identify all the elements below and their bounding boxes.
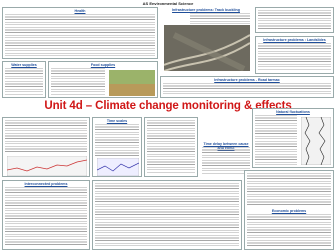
header-title: AS Environmental Science (142, 1, 194, 6)
section-heading: Interconnected problems (24, 181, 68, 186)
section: Water supplies (2, 61, 46, 98)
temperature-graph (7, 156, 87, 176)
section (144, 117, 198, 177)
body-text (255, 115, 297, 165)
body-text (147, 120, 195, 174)
body-text (247, 173, 331, 205)
section: Time delay between cause and effect (200, 141, 252, 177)
body-text (202, 147, 250, 175)
section: Economic problems (244, 170, 334, 250)
section: Infrastructure problems : Landslides (255, 36, 334, 74)
section (92, 180, 242, 250)
section: Health (2, 7, 158, 59)
section: Food supplies (48, 61, 158, 98)
body-text (5, 187, 87, 247)
section-heading: Natural fluctuations (276, 109, 310, 114)
body-text (5, 120, 87, 152)
section: Interconnected problems (2, 180, 90, 250)
section-heading: Food supplies (90, 62, 116, 67)
section: Natural fluctuations (252, 108, 334, 168)
body-text (258, 43, 331, 71)
timescale-graph (97, 158, 139, 176)
track-photo (164, 25, 250, 71)
section: Infrastructure problems: Track buckling (160, 7, 252, 73)
section: Time scales (92, 117, 142, 177)
section-heading: Infrastructure problems : Landslides (263, 37, 326, 42)
body-text (247, 214, 331, 247)
ice-core-graph (301, 117, 331, 165)
main-title: Unit 4d – Climate change monitoring & ef… (44, 100, 292, 112)
body-text (5, 14, 155, 56)
body-text (95, 183, 239, 247)
body-text (51, 68, 105, 95)
section-heading: Infrastructure problems: Track buckling (172, 7, 240, 12)
body-text (258, 10, 331, 30)
section-heading: Water supplies (11, 62, 37, 67)
section-heading: Infrastructure problems - Road tarmac (214, 77, 280, 82)
section (255, 7, 334, 33)
section: Infrastructure problems - Road tarmac (160, 76, 334, 98)
section-heading: Health (74, 8, 86, 13)
body-text (163, 83, 331, 95)
body-text (95, 124, 139, 156)
section-heading: Economic problems (271, 208, 307, 213)
section (2, 117, 90, 177)
crop-photo (109, 70, 155, 96)
body-text (5, 68, 43, 95)
section-heading: Time scales (106, 118, 128, 123)
